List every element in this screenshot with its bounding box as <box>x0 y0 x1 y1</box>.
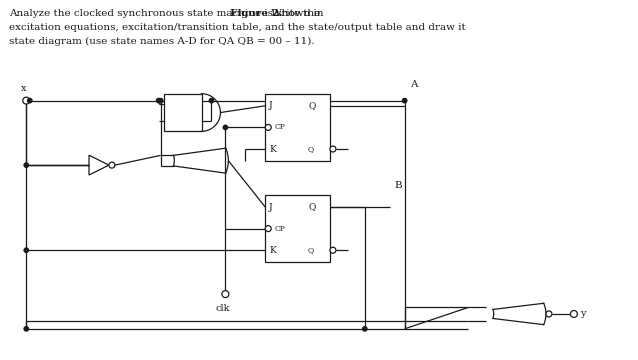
Text: Q: Q <box>308 145 314 153</box>
Text: state diagram (use state names A-D for QA QB = 00 – 11).: state diagram (use state names A-D for Q… <box>10 37 315 46</box>
Circle shape <box>209 98 214 103</box>
Text: CP: CP <box>274 123 285 131</box>
Text: CP: CP <box>274 225 285 233</box>
Circle shape <box>265 125 271 130</box>
Text: clk: clk <box>216 304 230 313</box>
Circle shape <box>223 125 228 130</box>
Bar <box>265 94 330 161</box>
Text: Q: Q <box>308 203 315 212</box>
Circle shape <box>546 311 552 317</box>
Text: Q: Q <box>308 101 315 110</box>
Text: Q: Q <box>308 246 314 254</box>
Text: A: A <box>410 80 417 89</box>
Text: x: x <box>21 84 27 93</box>
Circle shape <box>27 98 32 103</box>
Text: Write the: Write the <box>268 9 321 18</box>
Circle shape <box>330 146 336 152</box>
Circle shape <box>570 310 577 318</box>
Circle shape <box>403 98 407 103</box>
Text: Analyze the clocked synchronous state machine is shown in: Analyze the clocked synchronous state ma… <box>10 9 327 18</box>
Circle shape <box>23 97 30 104</box>
Text: K: K <box>269 144 276 153</box>
Circle shape <box>24 327 29 331</box>
Circle shape <box>109 162 115 168</box>
Text: B: B <box>395 181 403 190</box>
Circle shape <box>330 247 336 253</box>
Circle shape <box>24 163 29 167</box>
Circle shape <box>362 327 367 331</box>
Circle shape <box>24 248 29 252</box>
Bar <box>265 195 330 262</box>
Circle shape <box>265 226 271 231</box>
Circle shape <box>158 98 163 103</box>
Text: K: K <box>269 246 276 255</box>
Text: excitation equations, excitation/transition table, and the state/output table an: excitation equations, excitation/transit… <box>10 23 466 32</box>
Bar <box>164 94 202 131</box>
Circle shape <box>222 291 229 298</box>
Text: Figure 2.: Figure 2. <box>230 9 283 18</box>
Text: J: J <box>269 101 273 110</box>
Text: J: J <box>269 203 273 212</box>
Circle shape <box>156 98 161 103</box>
Text: y: y <box>580 310 585 319</box>
